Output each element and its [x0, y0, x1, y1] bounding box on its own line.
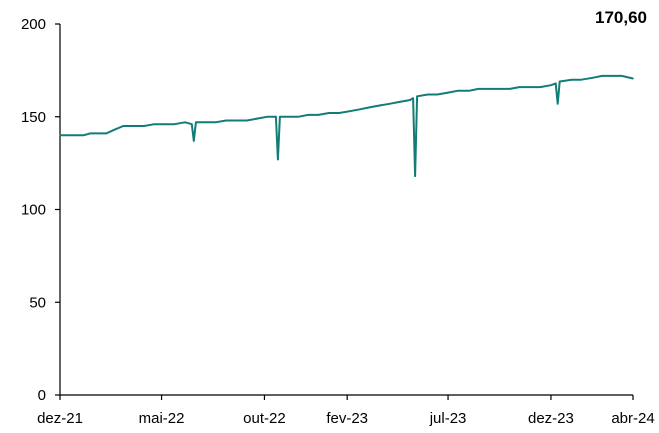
- data-point: [246, 119, 248, 122]
- data-point: [225, 119, 227, 122]
- data-point: [132, 125, 135, 127]
- data-point: [498, 88, 500, 90]
- x-tick-label: dez-21: [37, 410, 83, 427]
- y-tick-label: 200: [21, 16, 46, 33]
- data-point: [96, 132, 98, 135]
- data-point: [477, 88, 480, 90]
- data-point: [195, 121, 197, 124]
- data-point: [287, 115, 289, 118]
- data-point: [184, 121, 186, 124]
- data-point: [266, 115, 268, 118]
- data-point: [408, 99, 411, 101]
- x-tick-label: out-22: [243, 410, 286, 427]
- data-point: [89, 132, 92, 135]
- data-point: [529, 86, 532, 88]
- data-point: [447, 91, 449, 94]
- data-point: [338, 112, 340, 114]
- data-point: [193, 140, 195, 142]
- data-point: [275, 115, 277, 118]
- data-point: [570, 78, 573, 81]
- y-tick-label: 50: [29, 294, 46, 311]
- data-point: [153, 123, 155, 125]
- data-point: [113, 128, 116, 131]
- data-point: [611, 75, 613, 77]
- x-tick-label: abr-24: [611, 410, 654, 427]
- data-point: [256, 117, 258, 120]
- y-tick-label: 150: [21, 109, 46, 126]
- data-point: [388, 102, 391, 105]
- data-point: [591, 76, 594, 79]
- data-point: [173, 123, 176, 125]
- last-value-label: 170,60: [595, 8, 647, 27]
- data-point: [558, 80, 561, 83]
- x-tick-label: jul-23: [429, 410, 467, 427]
- x-tick-label: dez-23: [528, 410, 574, 427]
- data-point: [398, 101, 401, 103]
- x-tick-label: fev-23: [326, 410, 368, 427]
- data-point: [550, 84, 552, 87]
- data-point: [414, 175, 416, 177]
- data-point: [214, 121, 217, 124]
- data-point: [632, 77, 634, 80]
- data-point: [488, 88, 491, 90]
- data-point: [539, 86, 541, 88]
- data-point: [59, 134, 61, 137]
- data-point: [580, 78, 583, 81]
- data-point: [601, 75, 603, 77]
- data-point: [359, 108, 361, 111]
- data-point: [307, 114, 309, 116]
- data-point: [367, 106, 370, 109]
- data-point: [620, 75, 623, 77]
- data-point: [436, 93, 439, 96]
- data-point: [416, 95, 418, 98]
- data-point: [105, 132, 108, 135]
- data-point: [377, 104, 380, 107]
- data-point: [468, 89, 470, 92]
- data-point: [349, 110, 351, 112]
- y-tick-label: 100: [21, 202, 46, 219]
- data-point: [82, 134, 85, 137]
- data-point: [317, 114, 320, 116]
- data-point: [554, 82, 557, 85]
- data-point: [297, 115, 299, 118]
- data-point: [143, 125, 145, 127]
- data-point: [204, 121, 207, 124]
- data-point: [235, 119, 238, 122]
- data-point: [509, 88, 511, 90]
- series-line: [60, 74, 634, 178]
- data-point: [456, 89, 459, 92]
- data-point: [412, 97, 414, 99]
- data-point: [427, 93, 429, 96]
- data-point: [71, 134, 74, 137]
- data-point: [279, 115, 281, 118]
- data-point: [122, 125, 125, 127]
- y-tick-label: 0: [38, 387, 46, 404]
- data-point: [277, 158, 279, 161]
- data-point: [556, 102, 559, 105]
- x-tick-label: mai-22: [139, 410, 185, 427]
- data-point: [518, 86, 521, 88]
- data-point: [163, 123, 166, 125]
- data-point: [191, 123, 193, 125]
- data-point: [328, 112, 330, 114]
